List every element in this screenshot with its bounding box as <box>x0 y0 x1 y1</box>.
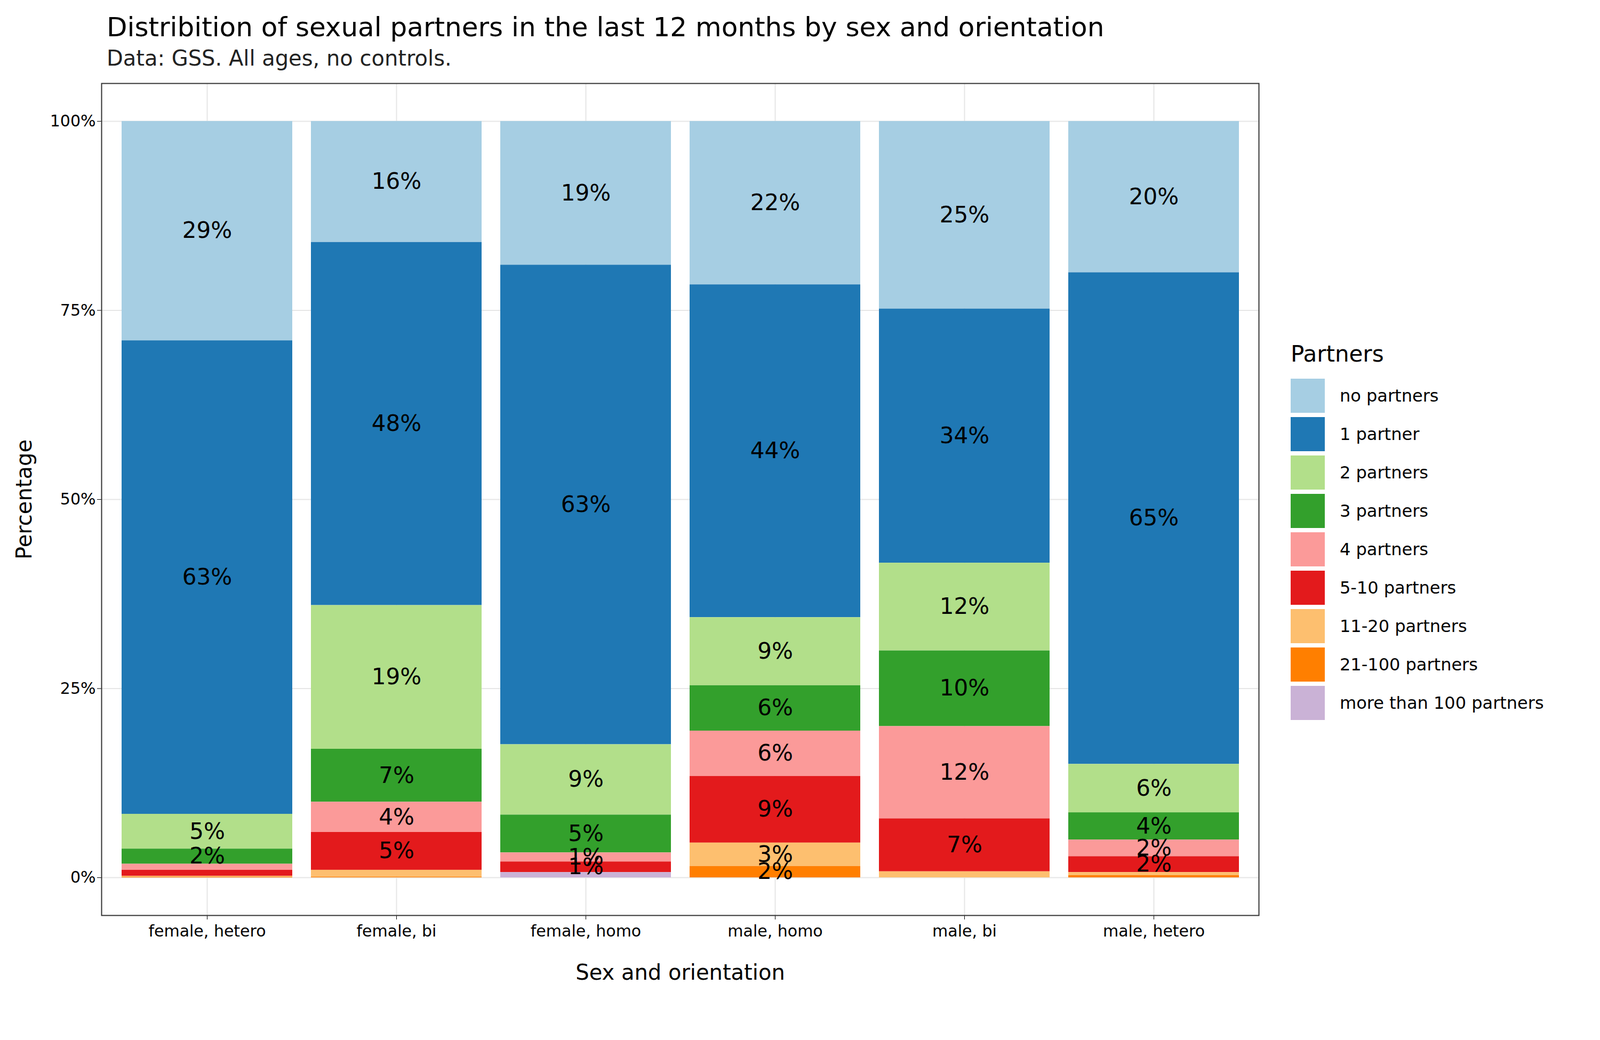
svg-text:9%: 9% <box>757 637 794 664</box>
svg-text:5%: 5% <box>568 820 604 847</box>
svg-text:2%: 2% <box>757 858 794 885</box>
svg-text:44%: 44% <box>750 437 800 464</box>
svg-text:3%: 3% <box>757 840 793 868</box>
svg-text:female, hetero: female, hetero <box>148 921 266 941</box>
svg-text:12%: 12% <box>939 593 990 620</box>
svg-text:65%: 65% <box>1129 504 1179 531</box>
html-text:1 partner: 1 partner <box>1339 423 1420 444</box>
html-text:Partners: Partners <box>1290 340 1384 367</box>
svg-text:6%: 6% <box>757 694 794 721</box>
html-text:3 partners: 3 partners <box>1339 500 1429 521</box>
html-text:21-100 partners: 21-100 partners <box>1339 654 1478 675</box>
svg-text:9%: 9% <box>568 765 604 792</box>
svg-text:1%: 1% <box>568 853 604 880</box>
svg-text:0%: 0% <box>70 867 96 887</box>
svg-text:29%: 29% <box>182 217 232 244</box>
svg-text:19%: 19% <box>561 179 611 206</box>
svg-text:9%: 9% <box>757 795 794 822</box>
svg-text:7%: 7% <box>378 762 415 789</box>
svg-text:2%: 2% <box>189 842 226 869</box>
svg-text:2%: 2% <box>1136 850 1172 877</box>
svg-text:100%: 100% <box>50 111 96 131</box>
html-text:no partners: no partners <box>1339 385 1439 406</box>
svg-text:Sex and orientation: Sex and orientation <box>575 960 785 985</box>
svg-text:63%: 63% <box>182 563 232 590</box>
svg-text:6%: 6% <box>1136 774 1172 802</box>
svg-text:male, hetero: male, hetero <box>1102 921 1205 941</box>
svg-text:16%: 16% <box>371 168 422 195</box>
svg-text:48%: 48% <box>371 410 422 437</box>
svg-text:25%: 25% <box>939 201 990 228</box>
svg-text:75%: 75% <box>60 300 96 320</box>
svg-text:4%: 4% <box>378 803 415 830</box>
svg-text:5%: 5% <box>378 837 415 864</box>
svg-text:50%: 50% <box>60 489 96 509</box>
html-text:2 partners: 2 partners <box>1339 462 1429 483</box>
svg-text:22%: 22% <box>750 189 800 216</box>
html-text:more than 100 partners: more than 100 partners <box>1339 692 1544 713</box>
svg-text:male, homo: male, homo <box>727 921 823 941</box>
svg-text:7%: 7% <box>946 831 983 858</box>
html-text:Distribition of sexual partner: Distribition of sexual partners in the l… <box>106 11 1105 43</box>
svg-text:63%: 63% <box>561 491 611 518</box>
svg-text:Percentage: Percentage <box>11 439 37 560</box>
svg-text:5%: 5% <box>189 818 226 845</box>
svg-text:4%: 4% <box>1136 812 1172 839</box>
html-text:Data: GSS. All ages, no contro: Data: GSS. All ages, no controls. <box>106 45 452 71</box>
svg-text:12%: 12% <box>939 758 990 786</box>
svg-text:25%: 25% <box>60 678 96 698</box>
svg-text:20%: 20% <box>1129 183 1179 210</box>
svg-text:male, bi: male, bi <box>932 921 997 941</box>
svg-text:2%: 2% <box>1136 834 1172 861</box>
svg-text:34%: 34% <box>939 422 990 449</box>
html-text:5-10 partners: 5-10 partners <box>1339 577 1457 598</box>
svg-text:6%: 6% <box>757 739 794 766</box>
svg-text:19%: 19% <box>371 663 422 690</box>
html-text:11-20 partners: 11-20 partners <box>1339 615 1467 636</box>
html-text:4 partners: 4 partners <box>1339 538 1429 560</box>
svg-text:female, homo: female, homo <box>530 921 642 941</box>
svg-text:10%: 10% <box>939 674 990 701</box>
svg-text:female, bi: female, bi <box>356 921 437 941</box>
